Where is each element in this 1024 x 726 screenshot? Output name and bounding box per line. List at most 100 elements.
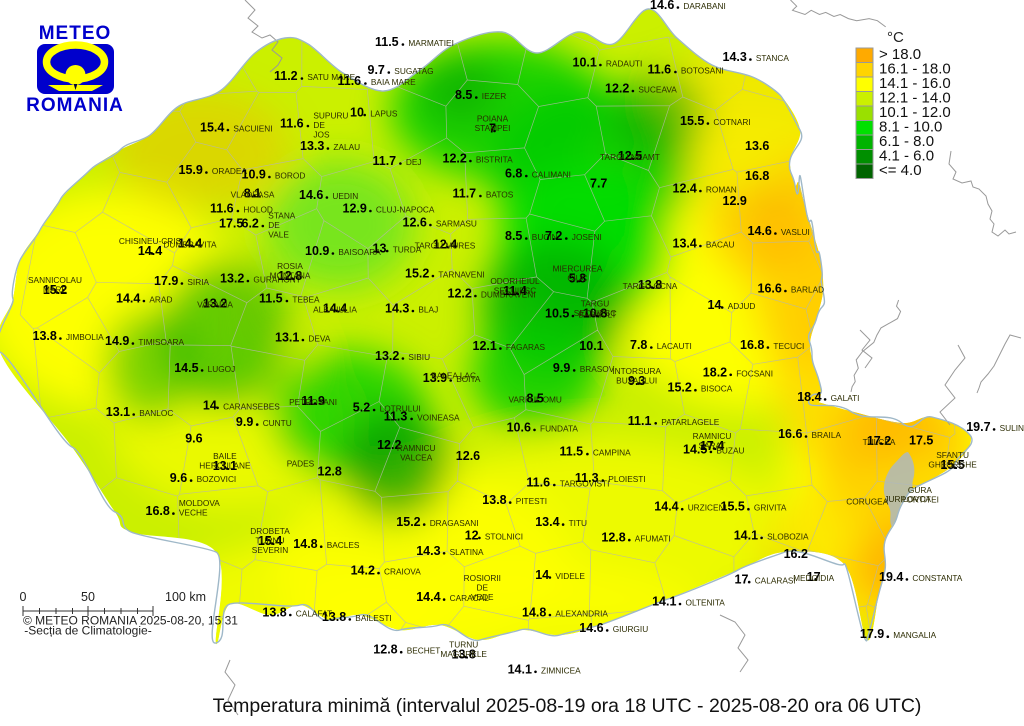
svg-text:19.4: 19.4 bbox=[879, 570, 903, 584]
svg-text:14.8: 14.8 bbox=[293, 537, 317, 551]
svg-text:DEJ: DEJ bbox=[406, 157, 422, 167]
svg-text:14.3: 14.3 bbox=[723, 50, 747, 64]
svg-text:14.3: 14.3 bbox=[385, 302, 409, 316]
svg-text:TEBEA: TEBEA bbox=[292, 295, 320, 305]
svg-text:MOLDOVA: MOLDOVA bbox=[179, 498, 220, 508]
svg-text:JOSENI: JOSENI bbox=[572, 232, 602, 242]
svg-text:12.4: 12.4 bbox=[673, 182, 697, 196]
svg-text:15.5: 15.5 bbox=[721, 500, 745, 514]
svg-text:UEDIN: UEDIN bbox=[332, 191, 358, 201]
svg-text:CAMPINA: CAMPINA bbox=[593, 448, 631, 458]
svg-text:SIBIU: SIBIU bbox=[408, 352, 430, 362]
svg-text:12.9: 12.9 bbox=[343, 202, 367, 216]
svg-text:ARAD: ARAD bbox=[149, 295, 172, 305]
svg-text:BOROD: BOROD bbox=[275, 171, 305, 181]
svg-text:BUZAU: BUZAU bbox=[716, 445, 744, 455]
svg-text:VARADIA: VARADIA bbox=[197, 300, 233, 310]
svg-text:SUCEAVA: SUCEAVA bbox=[638, 85, 677, 95]
svg-text:PORTITEI: PORTITEI bbox=[901, 494, 939, 504]
svg-text:LUGOJ: LUGOJ bbox=[208, 364, 236, 374]
svg-text:12.9: 12.9 bbox=[723, 194, 747, 208]
svg-text:VALE: VALE bbox=[268, 230, 289, 240]
svg-text:9.9: 9.9 bbox=[553, 361, 570, 375]
svg-text:TARGU NEAMT: TARGU NEAMT bbox=[600, 152, 660, 162]
svg-text:CALARASI: CALARASI bbox=[755, 576, 796, 586]
svg-text:VECHE: VECHE bbox=[179, 508, 208, 518]
svg-text:14.4: 14.4 bbox=[654, 500, 678, 514]
svg-text:DROBETA: DROBETA bbox=[250, 526, 290, 536]
svg-text:SFANTU: SFANTU bbox=[936, 450, 969, 460]
svg-text:13.8: 13.8 bbox=[482, 493, 506, 507]
svg-text:COTNARI: COTNARI bbox=[713, 117, 750, 127]
svg-text:16.2: 16.2 bbox=[784, 547, 808, 561]
svg-text:CORUGEA: CORUGEA bbox=[846, 497, 888, 507]
svg-text:15.5: 15.5 bbox=[680, 114, 704, 128]
svg-text:SLOBOZIA: SLOBOZIA bbox=[767, 531, 809, 541]
svg-text:INTORSURA: INTORSURA bbox=[612, 366, 661, 376]
svg-text:IEZER: IEZER bbox=[482, 91, 506, 101]
svg-text:MEDGIDIA: MEDGIDIA bbox=[793, 573, 834, 583]
svg-text:CUNTU: CUNTU bbox=[263, 418, 292, 428]
svg-text:MARMATIEI: MARMATIEI bbox=[408, 38, 453, 48]
svg-text:10.5: 10.5 bbox=[545, 307, 569, 321]
svg-text:6.2: 6.2 bbox=[242, 217, 259, 231]
svg-text:SUGATAG: SUGATAG bbox=[394, 66, 433, 76]
svg-text:11.6: 11.6 bbox=[210, 202, 234, 216]
svg-text:DEVA: DEVA bbox=[308, 334, 330, 344]
svg-text:15.9: 15.9 bbox=[179, 163, 203, 177]
svg-text:12.8: 12.8 bbox=[373, 643, 397, 657]
svg-text:GALATI: GALATI bbox=[831, 393, 860, 403]
svg-text:BOTOSANI: BOTOSANI bbox=[681, 66, 724, 76]
svg-text:15.2: 15.2 bbox=[668, 381, 692, 395]
svg-text:VLADEASA: VLADEASA bbox=[231, 190, 275, 200]
svg-text:TECUCI: TECUCI bbox=[773, 341, 804, 351]
svg-text:SECUIESC: SECUIESC bbox=[574, 308, 616, 318]
svg-text:12.6: 12.6 bbox=[403, 216, 427, 230]
svg-text:CLUJ-NAPOCA: CLUJ-NAPOCA bbox=[376, 205, 435, 215]
svg-text:SLATINA: SLATINA bbox=[450, 547, 484, 557]
svg-text:15.4: 15.4 bbox=[200, 121, 224, 135]
svg-text:100 km: 100 km bbox=[165, 590, 206, 604]
svg-text:10.1: 10.1 bbox=[573, 56, 597, 70]
svg-text:MONTANA: MONTANA bbox=[270, 271, 311, 281]
svg-text:11.6: 11.6 bbox=[280, 117, 304, 131]
svg-text:CIUC: CIUC bbox=[567, 273, 587, 283]
svg-text:AFUMATI: AFUMATI bbox=[635, 534, 671, 544]
svg-text:ZALAU: ZALAU bbox=[333, 142, 360, 152]
svg-text:VARFUL OMU: VARFUL OMU bbox=[508, 395, 561, 405]
svg-text:°C: °C bbox=[887, 29, 904, 46]
svg-text:BISTRITA: BISTRITA bbox=[476, 155, 513, 165]
svg-text:CALIMANI: CALIMANI bbox=[532, 170, 571, 180]
svg-text:14.1: 14.1 bbox=[508, 662, 532, 676]
svg-text:GRIVITA: GRIVITA bbox=[754, 503, 787, 513]
svg-text:11.5: 11.5 bbox=[259, 292, 283, 306]
svg-text:19.7: 19.7 bbox=[966, 420, 990, 434]
svg-text:BUZAULUI: BUZAULUI bbox=[616, 376, 657, 386]
svg-text:17.5: 17.5 bbox=[219, 217, 243, 231]
svg-text:11.3: 11.3 bbox=[575, 471, 599, 485]
svg-text:ROMAN: ROMAN bbox=[706, 185, 737, 195]
svg-text:13.1: 13.1 bbox=[275, 331, 299, 345]
svg-text:14.6: 14.6 bbox=[579, 621, 603, 635]
svg-text:DE: DE bbox=[313, 120, 325, 130]
svg-text:10.1: 10.1 bbox=[579, 339, 603, 353]
svg-text:LAPUS: LAPUS bbox=[370, 109, 398, 119]
svg-text:10.9: 10.9 bbox=[305, 244, 329, 258]
svg-text:17.9: 17.9 bbox=[154, 274, 178, 288]
svg-text:TITU: TITU bbox=[569, 518, 587, 528]
svg-text:BALEA LAC: BALEA LAC bbox=[431, 371, 476, 381]
svg-text:VEDE: VEDE bbox=[471, 592, 494, 602]
svg-text:DE: DE bbox=[268, 220, 280, 230]
svg-text:13.1: 13.1 bbox=[106, 405, 130, 419]
svg-text:15.2: 15.2 bbox=[405, 267, 429, 281]
svg-text:18.2: 18.2 bbox=[703, 365, 727, 379]
svg-text:SEVERIN: SEVERIN bbox=[252, 545, 288, 555]
svg-text:BECHET: BECHET bbox=[407, 646, 441, 656]
svg-text:13.8: 13.8 bbox=[322, 610, 346, 624]
svg-text:11.5: 11.5 bbox=[560, 445, 584, 459]
svg-text:9.6: 9.6 bbox=[170, 471, 187, 485]
svg-text:15.2: 15.2 bbox=[396, 515, 420, 529]
svg-text:DRAGASANI: DRAGASANI bbox=[430, 518, 479, 528]
svg-text:MARE: MARE bbox=[43, 285, 67, 295]
svg-text:14.5: 14.5 bbox=[683, 442, 707, 456]
